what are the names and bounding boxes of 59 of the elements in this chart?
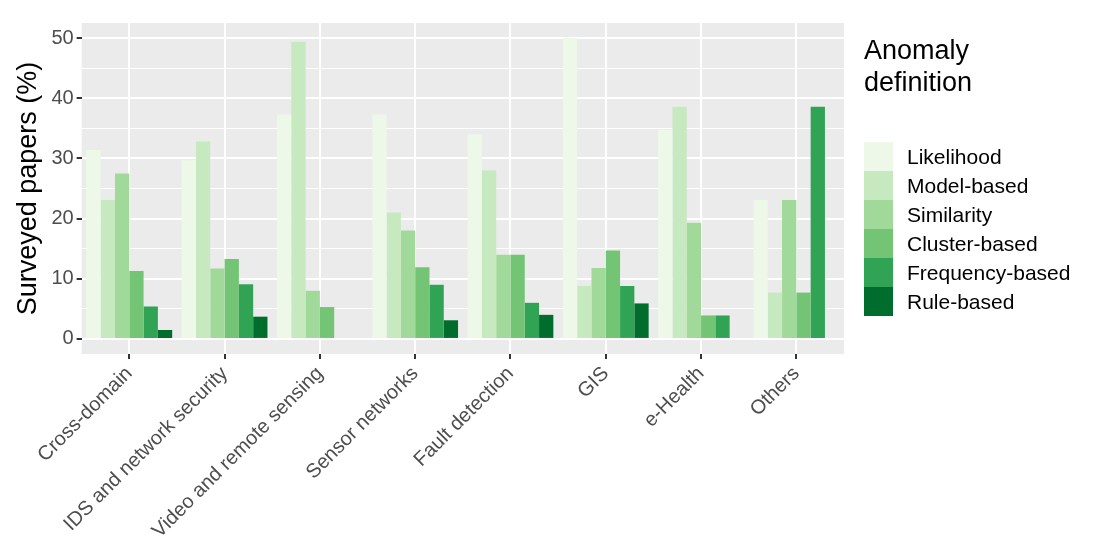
legend-label: Likelihood	[907, 144, 1002, 169]
bar	[253, 316, 268, 338]
y-tick-label: 50	[51, 25, 74, 48]
bar	[496, 254, 511, 338]
bar	[796, 292, 811, 338]
bar	[305, 290, 320, 338]
bar	[467, 134, 482, 338]
bar	[481, 170, 497, 338]
legend-label: Model-based	[907, 173, 1029, 198]
bar	[224, 258, 239, 338]
bar	[100, 199, 115, 338]
bar	[634, 303, 649, 338]
legend-title: Anomaly definition	[864, 34, 974, 98]
bar	[524, 302, 540, 338]
bar	[577, 285, 592, 338]
bar	[782, 199, 797, 338]
bar	[291, 41, 306, 338]
bar	[86, 149, 101, 338]
bar	[562, 38, 578, 338]
bar	[143, 306, 158, 338]
y-tick-label: 20	[51, 206, 74, 229]
bar	[539, 314, 554, 338]
bar	[181, 160, 196, 338]
bar	[210, 268, 225, 338]
bar	[767, 292, 783, 338]
y-tick-label: 30	[51, 145, 74, 168]
bar	[605, 250, 621, 338]
bar	[510, 254, 525, 338]
bar	[386, 212, 401, 338]
bar	[753, 199, 768, 338]
bar	[400, 230, 416, 338]
bar	[277, 114, 292, 338]
legend-label: Frequency-based	[907, 260, 1071, 285]
bar	[415, 267, 430, 338]
x-tick-label: GIS	[572, 361, 613, 402]
bar	[238, 284, 254, 338]
legend-label: Cluster-based	[907, 231, 1038, 256]
bar	[196, 141, 211, 338]
legend-label: Similarity	[907, 202, 993, 227]
y-tick-label: 0	[62, 326, 74, 349]
bar	[701, 315, 716, 338]
legend-label: Rule-based	[907, 289, 1015, 314]
bar	[672, 106, 687, 338]
bar	[591, 267, 606, 338]
bar	[443, 320, 459, 338]
bar	[686, 222, 702, 338]
bar	[715, 315, 730, 338]
bar	[157, 329, 173, 338]
bar	[620, 285, 635, 338]
y-axis-title: Surveyed papers (%)	[11, 61, 42, 316]
bar	[115, 173, 130, 338]
bar	[429, 284, 444, 338]
bar	[129, 270, 144, 338]
bar	[372, 114, 387, 338]
bar	[810, 106, 825, 338]
y-tick-label: 40	[51, 85, 74, 108]
bar	[658, 130, 673, 338]
y-tick-label: 10	[51, 266, 74, 289]
bar	[319, 307, 335, 338]
